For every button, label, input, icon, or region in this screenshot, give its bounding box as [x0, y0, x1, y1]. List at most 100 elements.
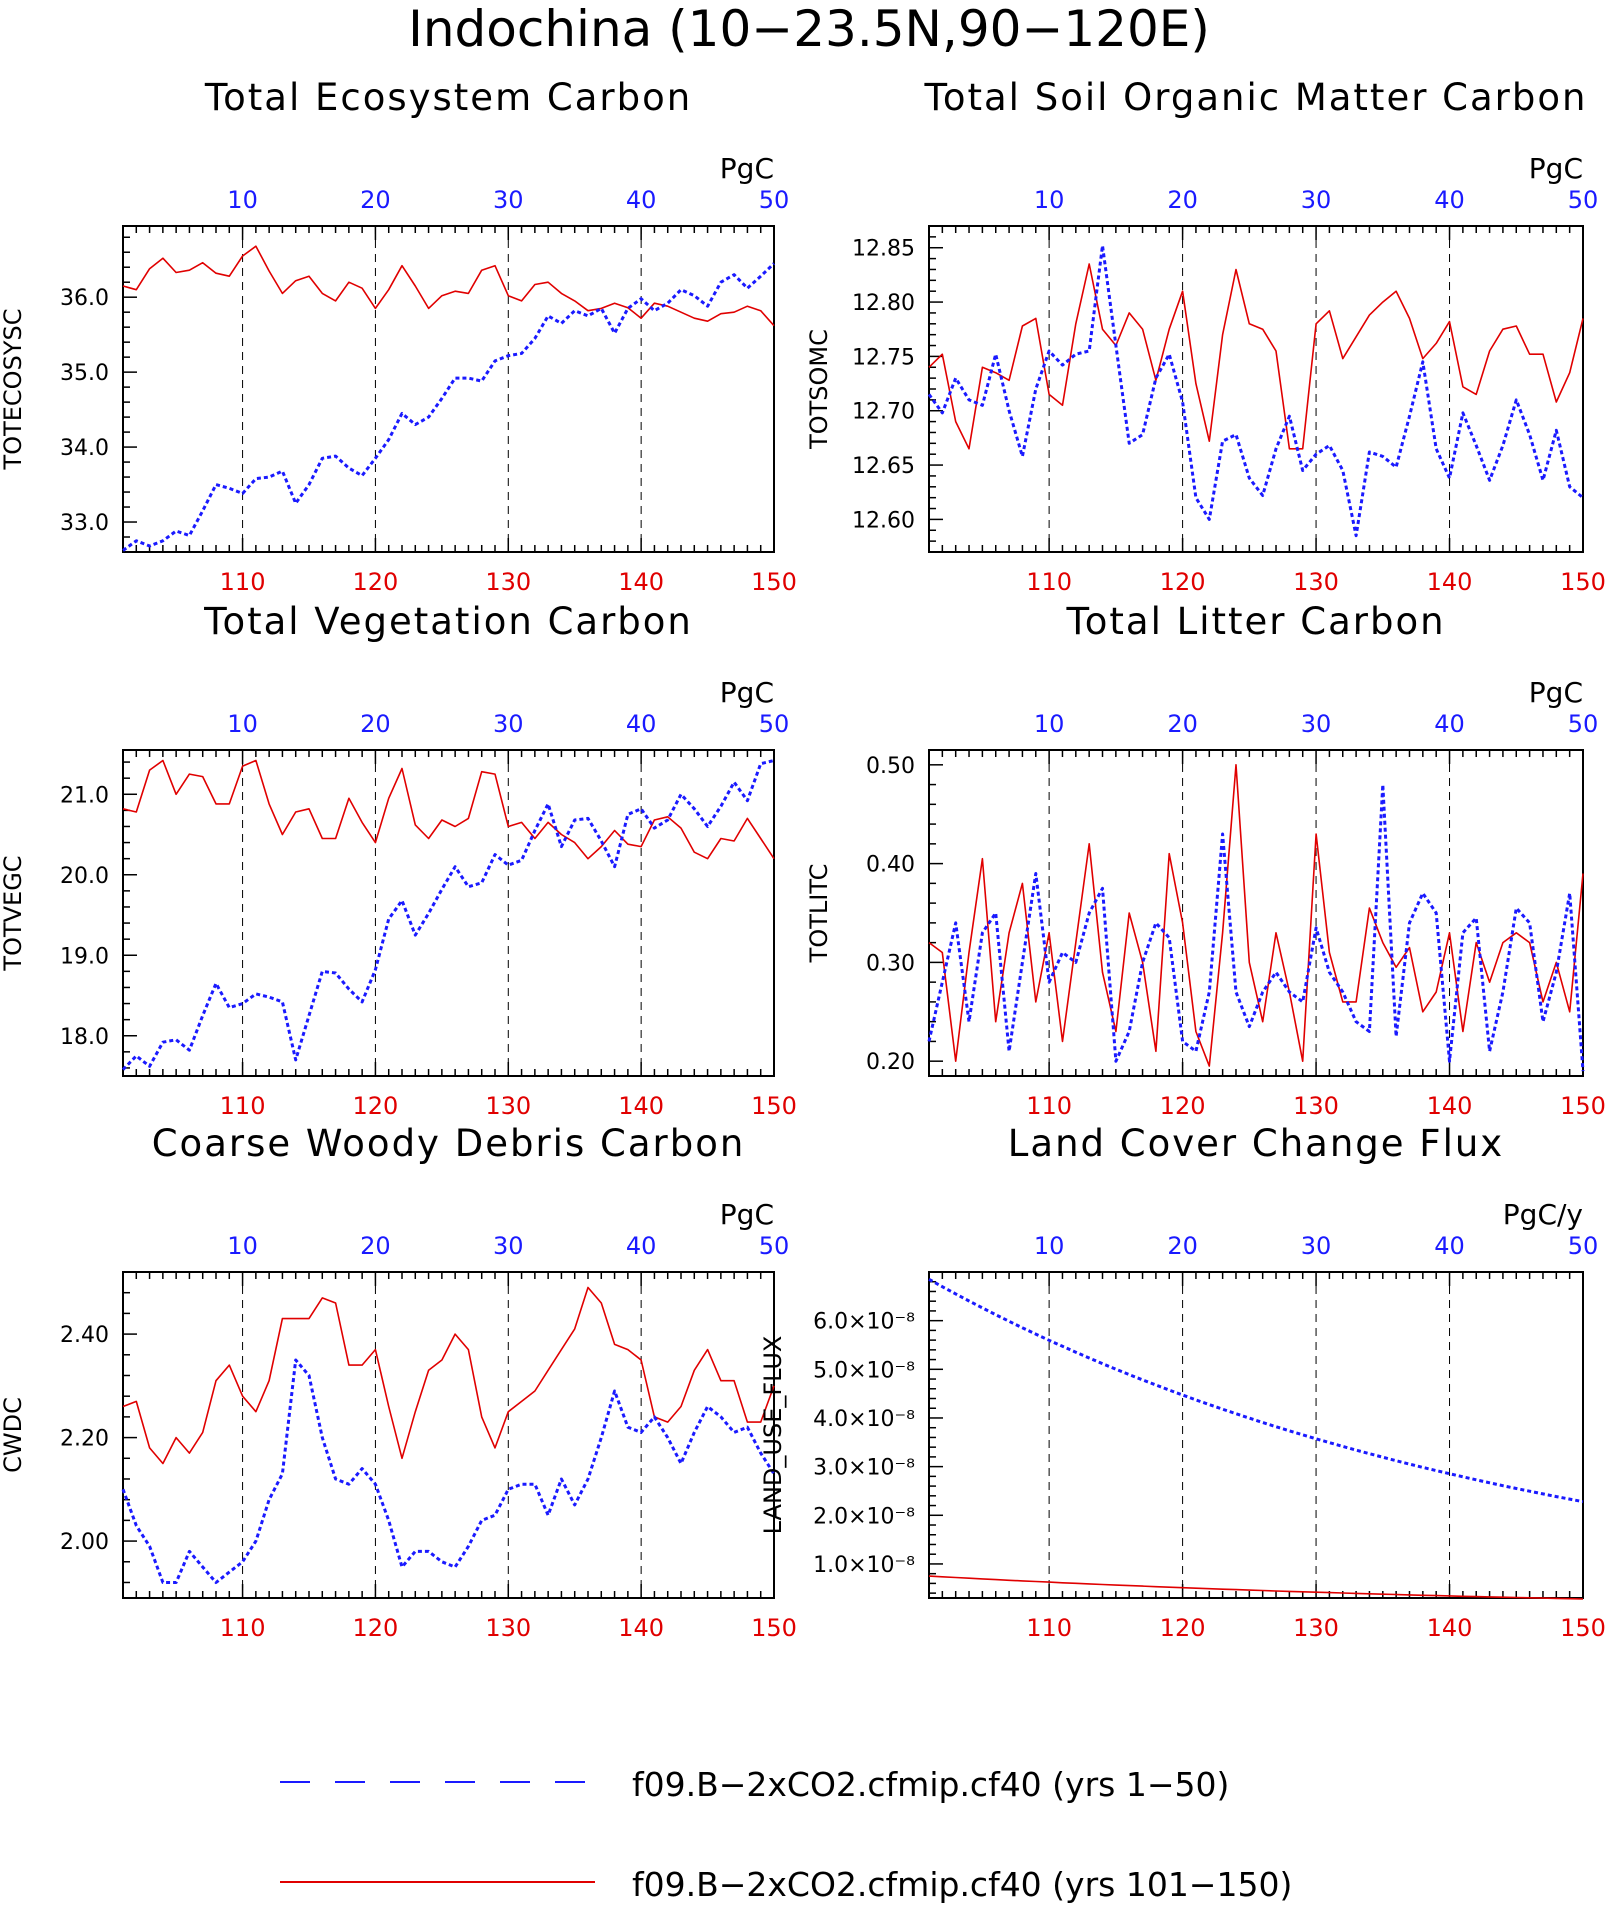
plot-frame	[928, 1271, 1584, 1599]
x-bottom-tick-label: 140	[618, 568, 664, 596]
y-axis-label: LAND_USE_FLUX	[759, 1336, 787, 1535]
x-top-tick-label: 50	[1568, 710, 1599, 738]
series-line-blue	[121, 1358, 776, 1584]
series-line-red	[928, 263, 1584, 450]
x-bottom-tick-label: 130	[485, 1614, 531, 1642]
x-bottom-tick-label: 110	[220, 1092, 266, 1120]
plot-frame	[122, 1271, 775, 1599]
y-axis-label: TOTLITC	[805, 864, 833, 964]
x-bottom-tick-label: 140	[618, 1614, 664, 1642]
legend: f09.B−2xCO2.cfmip.cf40 (yrs 1−50) f09.B−…	[280, 1765, 1292, 1904]
series-line-red	[928, 764, 1584, 1067]
x-bottom-tick-label: 130	[1293, 568, 1339, 596]
x-bottom-tick-label: 150	[1560, 568, 1606, 596]
x-top-tick-label: 30	[493, 710, 524, 738]
series-line-red	[122, 759, 775, 860]
y-tick-label: 3.0×10⁻⁸	[813, 1456, 915, 1481]
y-tick-label: 12.85	[852, 237, 915, 262]
x-bottom-tick-label: 120	[1160, 1092, 1206, 1120]
x-top-tick-label: 50	[1568, 186, 1599, 214]
y-tick-label: 12.60	[852, 508, 915, 533]
x-top-tick-label: 10	[1034, 186, 1065, 214]
chart-title: Total Litter Carbon	[1065, 600, 1445, 643]
legend-label-blue: f09.B−2xCO2.cfmip.cf40 (yrs 1−50)	[632, 1765, 1229, 1804]
x-top-tick-label: 50	[759, 1232, 790, 1260]
series-line-blue	[928, 1277, 1584, 1504]
x-bottom-tick-label: 120	[353, 1614, 399, 1642]
x-bottom-tick-label: 110	[1026, 1092, 1072, 1120]
x-bottom-tick-label: 120	[353, 1092, 399, 1120]
series-line-red	[122, 1286, 775, 1465]
x-top-tick-label: 40	[626, 710, 657, 738]
series-line-blue	[927, 244, 1584, 538]
x-bottom-tick-label: 110	[220, 1614, 266, 1642]
y-tick-label: 19.0	[60, 944, 109, 969]
x-top-tick-label: 10	[1034, 710, 1065, 738]
x-top-tick-label: 10	[1034, 1232, 1065, 1260]
x-top-tick-label: 30	[493, 1232, 524, 1260]
x-bottom-tick-label: 140	[618, 1092, 664, 1120]
y-axis-label: TOTSOMC	[805, 329, 833, 450]
series-line-blue	[121, 759, 775, 1071]
x-top-tick-label: 30	[1301, 1232, 1332, 1260]
y-tick-label: 2.20	[60, 1427, 109, 1452]
x-bottom-tick-label: 110	[220, 568, 266, 596]
chart-panel-2: Total Vegetation Carbon PgC 110 120 130 140 15…	[0, 600, 797, 1120]
x-top-tick-label: 10	[227, 710, 258, 738]
chart-panel-5: Land Cover Change Flux PgC/y 110 120 130 140 1…	[759, 1122, 1606, 1642]
x-bottom-tick-label: 120	[353, 568, 399, 596]
y-tick-label: 6.0×10⁻⁸	[813, 1310, 915, 1335]
x-top-tick-label: 40	[1434, 710, 1465, 738]
x-bottom-tick-label: 130	[1293, 1614, 1339, 1642]
x-top-tick-label: 20	[1167, 710, 1198, 738]
x-bottom-tick-label: 150	[751, 568, 797, 596]
chart-panel-1: Total Soil Organic Matter Carbon PgC 110 12…	[805, 76, 1606, 596]
x-bottom-tick-label: 140	[1427, 1092, 1473, 1120]
plot-frame	[928, 225, 1584, 553]
x-top-tick-label: 40	[626, 1232, 657, 1260]
y-tick-label: 5.0×10⁻⁸	[813, 1358, 915, 1383]
series-line-blue	[927, 783, 1585, 1072]
y-tick-label: 2.40	[60, 1323, 109, 1348]
units-label: PgC	[720, 1198, 774, 1231]
y-tick-label: 12.80	[852, 291, 915, 316]
y-tick-label: 20.0	[60, 864, 109, 889]
plot-frame	[122, 749, 775, 1077]
units-label: PgC	[720, 152, 774, 185]
x-bottom-tick-label: 150	[751, 1092, 797, 1120]
figure-title: Indochina (10−23.5N,90−120E)	[408, 0, 1210, 58]
series-line-blue	[122, 262, 776, 552]
chart-panel-4: Coarse Woody Debris Carbon PgC 110 120 130 14…	[0, 1122, 797, 1642]
chart-title: Coarse Woody Debris Carbon	[152, 1122, 746, 1165]
x-top-tick-label: 20	[360, 710, 391, 738]
y-tick-label: 18.0	[60, 1025, 109, 1050]
units-label: PgC	[1529, 676, 1583, 709]
chart-title: Total Soil Organic Matter Carbon	[924, 76, 1588, 119]
series-line-red	[122, 245, 775, 327]
x-bottom-tick-label: 130	[485, 1092, 531, 1120]
x-top-tick-label: 20	[360, 1232, 391, 1260]
chart-panel-0: Total Ecosystem Carbon PgC 110 120 130 140 150…	[0, 76, 797, 596]
y-tick-label: 33.0	[60, 511, 109, 536]
x-bottom-tick-label: 110	[1026, 1614, 1072, 1642]
x-bottom-tick-label: 150	[751, 1614, 797, 1642]
x-top-tick-label: 20	[360, 186, 391, 214]
y-tick-label: 12.75	[852, 345, 915, 370]
y-tick-label: 12.70	[852, 400, 915, 425]
series-line-red	[928, 1575, 1584, 1600]
x-bottom-tick-label: 130	[485, 568, 531, 596]
y-tick-label: 0.20	[866, 1050, 915, 1075]
y-tick-label: 0.40	[866, 853, 915, 878]
x-top-tick-label: 10	[227, 1232, 258, 1260]
x-top-tick-label: 20	[1167, 186, 1198, 214]
y-tick-label: 0.30	[866, 951, 915, 976]
chart-title: Land Cover Change Flux	[1008, 1122, 1504, 1165]
x-bottom-tick-label: 150	[1560, 1614, 1606, 1642]
x-bottom-tick-label: 150	[1560, 1092, 1606, 1120]
units-label: PgC	[1529, 152, 1583, 185]
x-bottom-tick-label: 140	[1427, 568, 1473, 596]
x-bottom-tick-label: 120	[1160, 568, 1206, 596]
y-tick-label: 36.0	[60, 286, 109, 311]
x-top-tick-label: 50	[1568, 1232, 1599, 1260]
